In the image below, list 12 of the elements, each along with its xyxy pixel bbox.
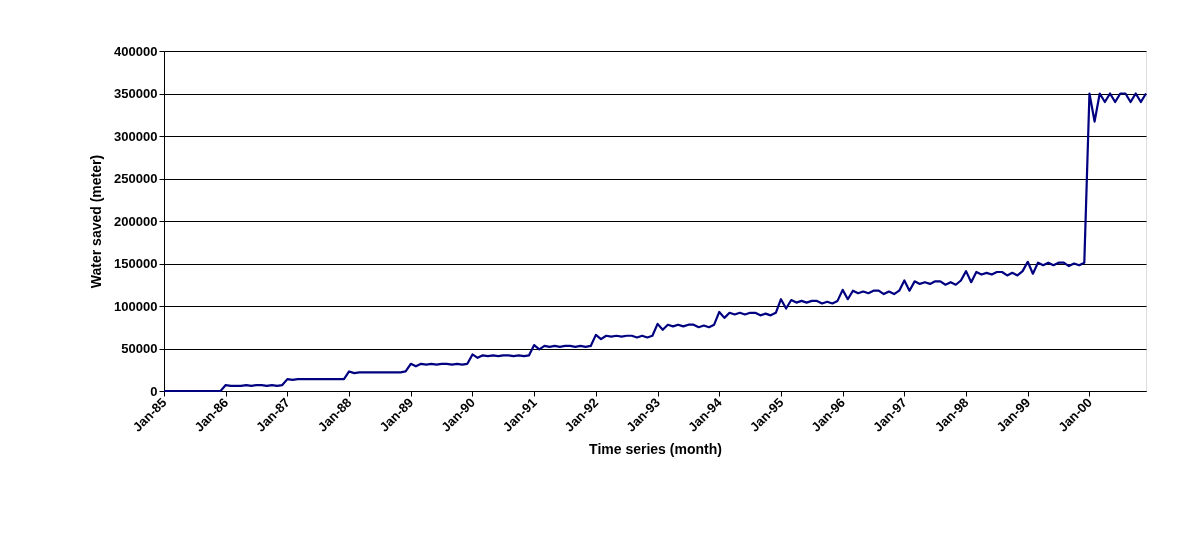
y-tick-label: 250000 [114,171,158,186]
y-axis-title: Water saved (meter) [88,154,105,289]
y-tick-label: 400000 [114,43,158,59]
y-tick-label: 200000 [114,213,158,229]
y-tick-label: 350000 [114,86,158,101]
y-tick-label: 100000 [114,298,158,314]
y-tick-label: 300000 [114,128,158,144]
y-tick-label: 50000 [121,341,158,356]
x-axis-title: Time series (month) [589,440,722,457]
line-series [162,92,1148,393]
y-tick-label: 150000 [114,256,158,271]
y-tick-label: 0 [150,383,158,399]
